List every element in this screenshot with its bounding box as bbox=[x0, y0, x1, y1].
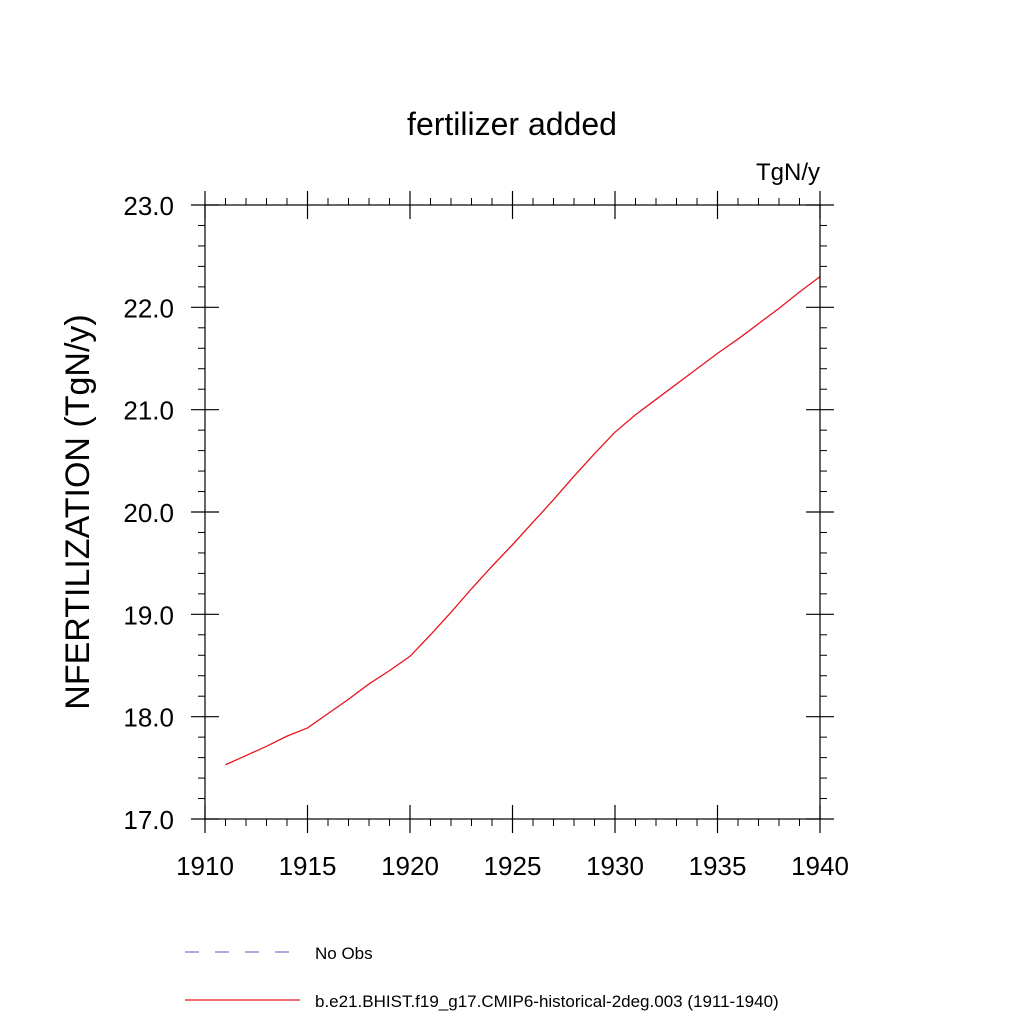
axis-ticks bbox=[191, 191, 834, 833]
y-tick-label: 19.0 bbox=[123, 600, 174, 630]
y-tick-label: 21.0 bbox=[123, 396, 174, 426]
y-tick-label: 18.0 bbox=[123, 703, 174, 733]
x-tick-label: 1925 bbox=[484, 851, 542, 881]
x-tick-label: 1910 bbox=[176, 851, 234, 881]
x-tick-label: 1935 bbox=[689, 851, 747, 881]
x-tick-label: 1940 bbox=[791, 851, 849, 881]
y-tick-label: 23.0 bbox=[123, 191, 174, 221]
legend-label: No Obs bbox=[315, 944, 373, 963]
plot-frame bbox=[204, 204, 821, 820]
chart-title: fertilizer added bbox=[407, 106, 617, 142]
series-layer bbox=[225, 276, 821, 766]
y-tick-label: 22.0 bbox=[123, 293, 174, 323]
units-label: TgN/y bbox=[756, 159, 820, 186]
series-line bbox=[225, 276, 821, 766]
legend: No Obs b.e21.BHIST.f19_g17.CMIP6-historic… bbox=[185, 944, 779, 1011]
x-tick-label: 1920 bbox=[381, 851, 439, 881]
axis-tick-labels: 1910 1915 1920 1925 1930 1935 1940 17.0 18.0 19.0… bbox=[123, 191, 849, 881]
y-axis-label: NFERTILIZATION (TgN/y) bbox=[59, 314, 97, 709]
x-tick-label: 1915 bbox=[279, 851, 337, 881]
x-tick-label: 1930 bbox=[586, 851, 644, 881]
y-tick-label: 20.0 bbox=[123, 498, 174, 528]
legend-label: b.e21.BHIST.f19_g17.CMIP6-historical-2de… bbox=[315, 992, 779, 1011]
y-tick-label: 17.0 bbox=[123, 805, 174, 835]
